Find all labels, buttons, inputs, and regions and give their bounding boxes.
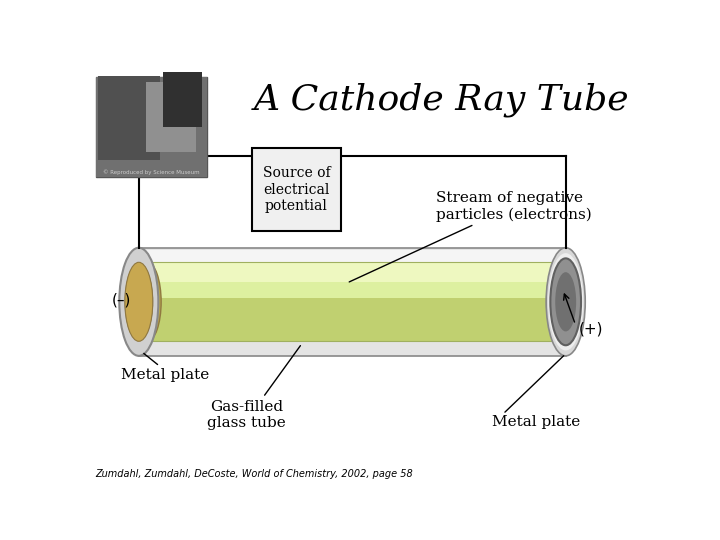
Bar: [147, 298, 560, 341]
Text: Metal plate: Metal plate: [492, 415, 580, 429]
Bar: [145, 82, 196, 152]
Bar: [99, 76, 160, 160]
Ellipse shape: [120, 248, 158, 356]
Ellipse shape: [548, 253, 583, 350]
Ellipse shape: [555, 272, 576, 332]
Bar: [96, 77, 207, 177]
Text: Zumdahl, Zumdahl, DeCoste, World of Chemistry, 2002, page 58: Zumdahl, Zumdahl, DeCoste, World of Chem…: [96, 469, 413, 478]
Bar: [252, 148, 341, 231]
Text: Metal plate: Metal plate: [121, 368, 209, 382]
Ellipse shape: [125, 262, 153, 341]
Bar: [139, 248, 566, 356]
Ellipse shape: [550, 258, 581, 345]
Ellipse shape: [546, 262, 574, 341]
Ellipse shape: [546, 248, 585, 356]
Ellipse shape: [133, 262, 161, 341]
Bar: [147, 262, 560, 298]
Text: Source of
electrical
potential: Source of electrical potential: [263, 166, 330, 213]
Bar: [96, 77, 207, 177]
Ellipse shape: [125, 264, 153, 340]
Bar: [147, 262, 560, 282]
Text: © Reproduced by Science Museum: © Reproduced by Science Museum: [103, 170, 199, 175]
Text: Gas-filled
glass tube: Gas-filled glass tube: [207, 400, 286, 430]
Text: (–): (–): [112, 292, 132, 307]
Bar: [147, 262, 560, 341]
Text: (+): (+): [578, 321, 603, 336]
Bar: [163, 72, 202, 127]
Text: Stream of negative
particles (electrons): Stream of negative particles (electrons): [349, 191, 592, 282]
Bar: [139, 251, 566, 286]
Text: A Cathode Ray Tube: A Cathode Ray Tube: [253, 83, 629, 117]
